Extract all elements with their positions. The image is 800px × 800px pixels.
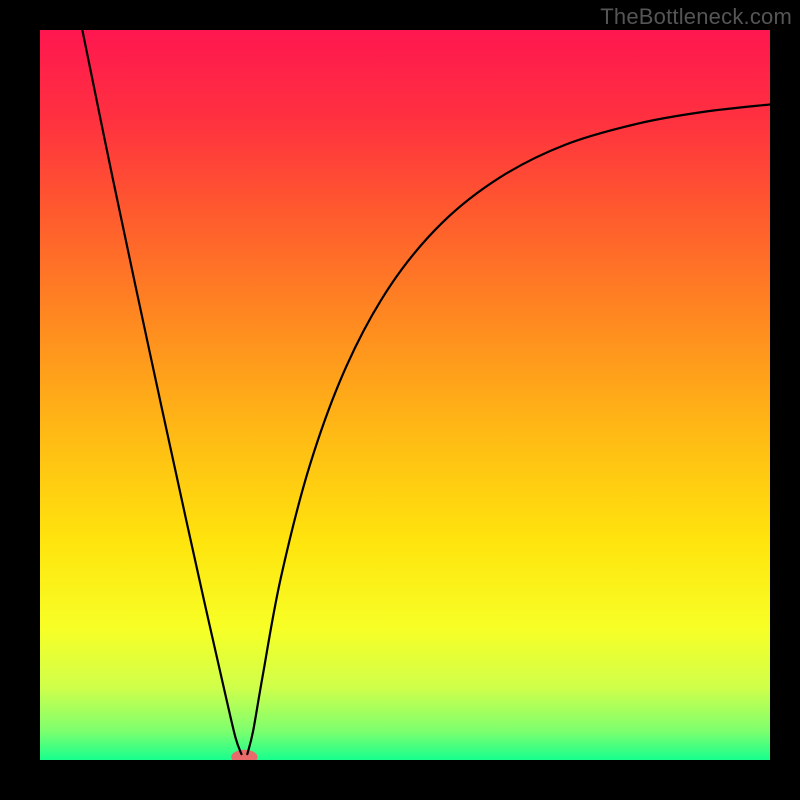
watermark-text: TheBottleneck.com xyxy=(600,4,792,30)
plot-background xyxy=(40,30,770,760)
bottleneck-chart xyxy=(0,0,800,800)
